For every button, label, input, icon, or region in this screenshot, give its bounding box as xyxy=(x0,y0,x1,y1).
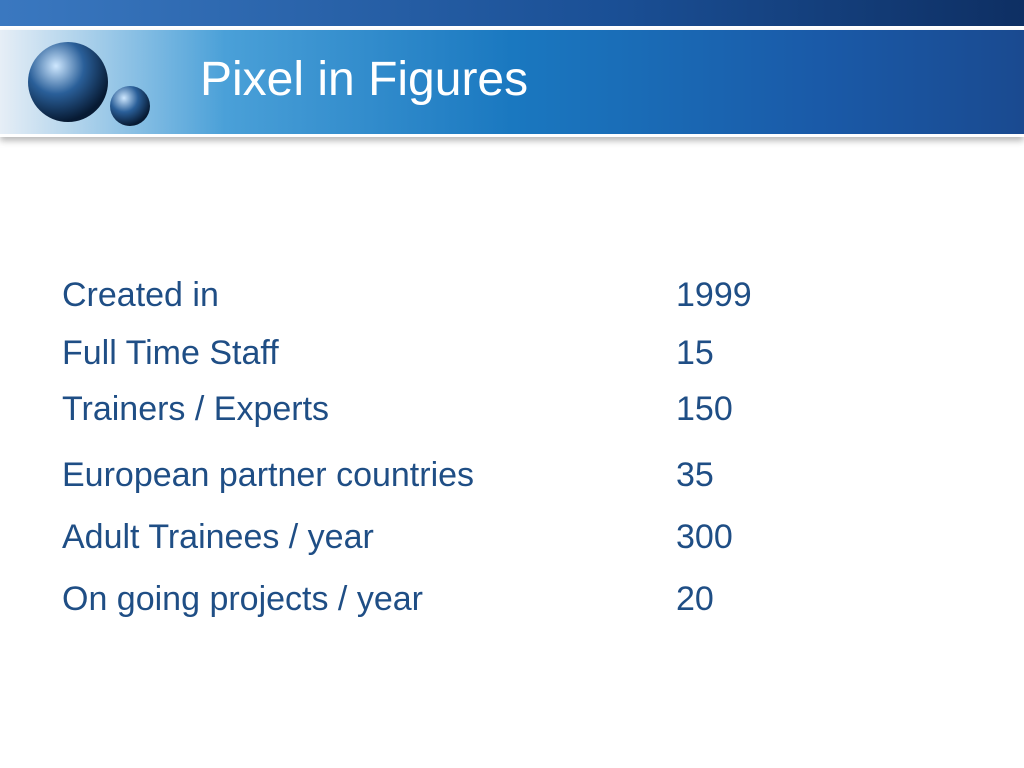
figure-label: Full Time Staff xyxy=(62,334,279,372)
figure-label: European partner countries xyxy=(62,456,475,494)
figure-value: 300 xyxy=(676,518,733,556)
figure-row: Created in 1999 xyxy=(62,276,752,334)
header-band xyxy=(0,30,1024,137)
figure-row: Full Time Staff 15 xyxy=(62,334,714,390)
figure-value: 20 xyxy=(676,580,714,618)
logo xyxy=(28,42,150,126)
title: Pixel in Figures xyxy=(200,53,529,106)
figures-list: Created in 1999 Full Time Staff 15 Trainers … xyxy=(62,276,752,642)
figure-value: 150 xyxy=(676,390,733,428)
figure-value: 15 xyxy=(676,334,714,372)
figure-label: Created in xyxy=(62,276,219,314)
top-bar xyxy=(0,0,1024,26)
figure-row: Adult Trainees / year 300 xyxy=(62,518,733,580)
figure-value: 1999 xyxy=(676,276,752,314)
figure-value: 35 xyxy=(676,456,714,494)
figure-label: Adult Trainees / year xyxy=(62,518,374,556)
figure-label: On going projects / year xyxy=(62,580,423,618)
figure-row: Trainers / Experts 150 xyxy=(62,390,733,456)
figure-row: On going projects / year 20 xyxy=(62,580,714,642)
figure-label: Trainers / Experts xyxy=(62,390,330,428)
figure-row: European partner countries 35 xyxy=(62,456,714,518)
